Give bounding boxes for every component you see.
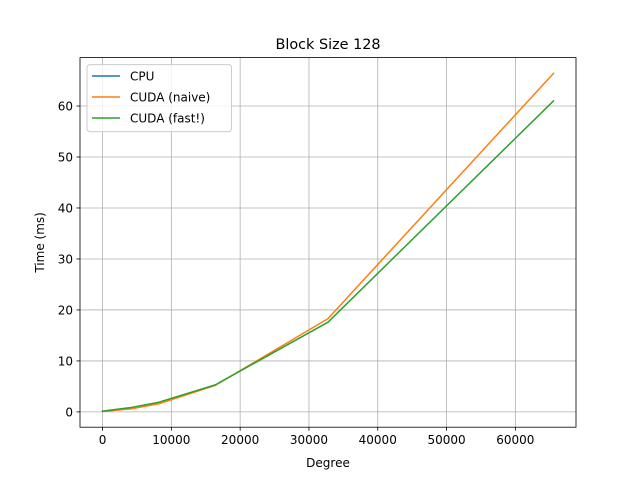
legend-label: CUDA (fast!): [130, 112, 205, 126]
legend-label: CUDA (naive): [130, 91, 210, 105]
y-tick-label: 20: [58, 303, 73, 317]
y-tick-label: 10: [58, 354, 73, 368]
chart-title: Block Size 128: [275, 37, 380, 53]
x-tick-label: 20000: [221, 433, 259, 447]
x-tick-label: 30000: [290, 433, 328, 447]
y-tick-label: 60: [58, 100, 73, 114]
series-line-cuda-fast: [101, 99, 555, 412]
x-tick-label: 10000: [152, 433, 190, 447]
y-tick-label: 40: [58, 201, 73, 215]
y-axis-ticks: 0 10 20 30 40 50 60: [58, 100, 80, 419]
x-axis-label: Degree: [306, 456, 350, 470]
legend-entries: CPU CUDA (naive) CUDA (fast!): [92, 70, 210, 126]
x-tick-label: 0: [99, 433, 107, 447]
y-tick-label: 50: [58, 151, 73, 165]
series-line-cuda-naive: [101, 72, 555, 413]
x-tick-label: 50000: [427, 433, 465, 447]
legend-label: CPU: [130, 70, 154, 84]
legend-box: [86, 64, 232, 133]
x-tick-label: 60000: [496, 433, 534, 447]
x-tick-label: 40000: [359, 433, 397, 447]
y-axis-label: Time (ms): [33, 212, 47, 274]
plot-frame: [79, 57, 577, 428]
y-tick-label: 0: [65, 405, 73, 419]
x-axis-ticks: 0 10000 20000 30000 40000 50000 60000: [99, 427, 534, 447]
grid-lines: [80, 57, 576, 428]
legend: CPU CUDA (naive) CUDA (fast!): [86, 64, 232, 133]
series-lines: [101, 72, 555, 413]
y-tick-label: 30: [58, 252, 73, 266]
